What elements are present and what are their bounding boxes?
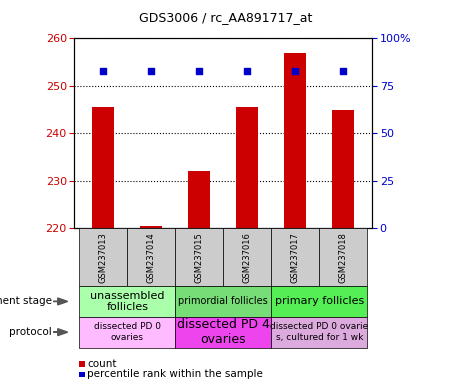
Text: dissected PD 4
ovaries: dissected PD 4 ovaries [177,318,270,346]
Point [244,68,251,74]
Bar [140,226,162,228]
Bar [285,53,306,228]
Bar [79,286,175,317]
Point [147,68,155,74]
Text: primordial follicles: primordial follicles [178,296,268,306]
Bar [175,228,223,286]
Text: development stage: development stage [0,296,52,306]
Bar [79,228,127,286]
Bar [236,107,258,228]
Bar [271,286,367,317]
Bar [79,317,175,348]
Bar [271,317,367,348]
Text: GDS3006 / rc_AA891717_at: GDS3006 / rc_AA891717_at [139,11,312,24]
Point [196,68,203,74]
Text: GSM237016: GSM237016 [243,232,252,283]
Text: unassembled
follicles: unassembled follicles [90,291,165,312]
Text: GSM237013: GSM237013 [99,232,108,283]
Text: GSM237014: GSM237014 [147,232,156,283]
Text: GSM237017: GSM237017 [291,232,300,283]
Text: dissected PD 0
ovaries: dissected PD 0 ovaries [94,323,161,342]
Text: GSM237015: GSM237015 [195,232,204,283]
Bar [271,228,319,286]
Bar [223,228,271,286]
Point [292,68,299,74]
Bar [175,317,271,348]
Bar [189,172,210,228]
Text: percentile rank within the sample: percentile rank within the sample [87,369,263,379]
Bar [332,110,354,228]
Text: GSM237018: GSM237018 [339,232,348,283]
Text: count: count [87,359,116,369]
Bar [175,286,271,317]
Text: primary follicles: primary follicles [275,296,364,306]
Point [340,68,347,74]
Bar [127,228,175,286]
Text: protocol: protocol [9,327,52,337]
Bar [319,228,367,286]
Text: dissected PD 0 ovarie
s, cultured for 1 wk: dissected PD 0 ovarie s, cultured for 1 … [270,323,368,342]
Bar [92,107,114,228]
Point [100,68,107,74]
